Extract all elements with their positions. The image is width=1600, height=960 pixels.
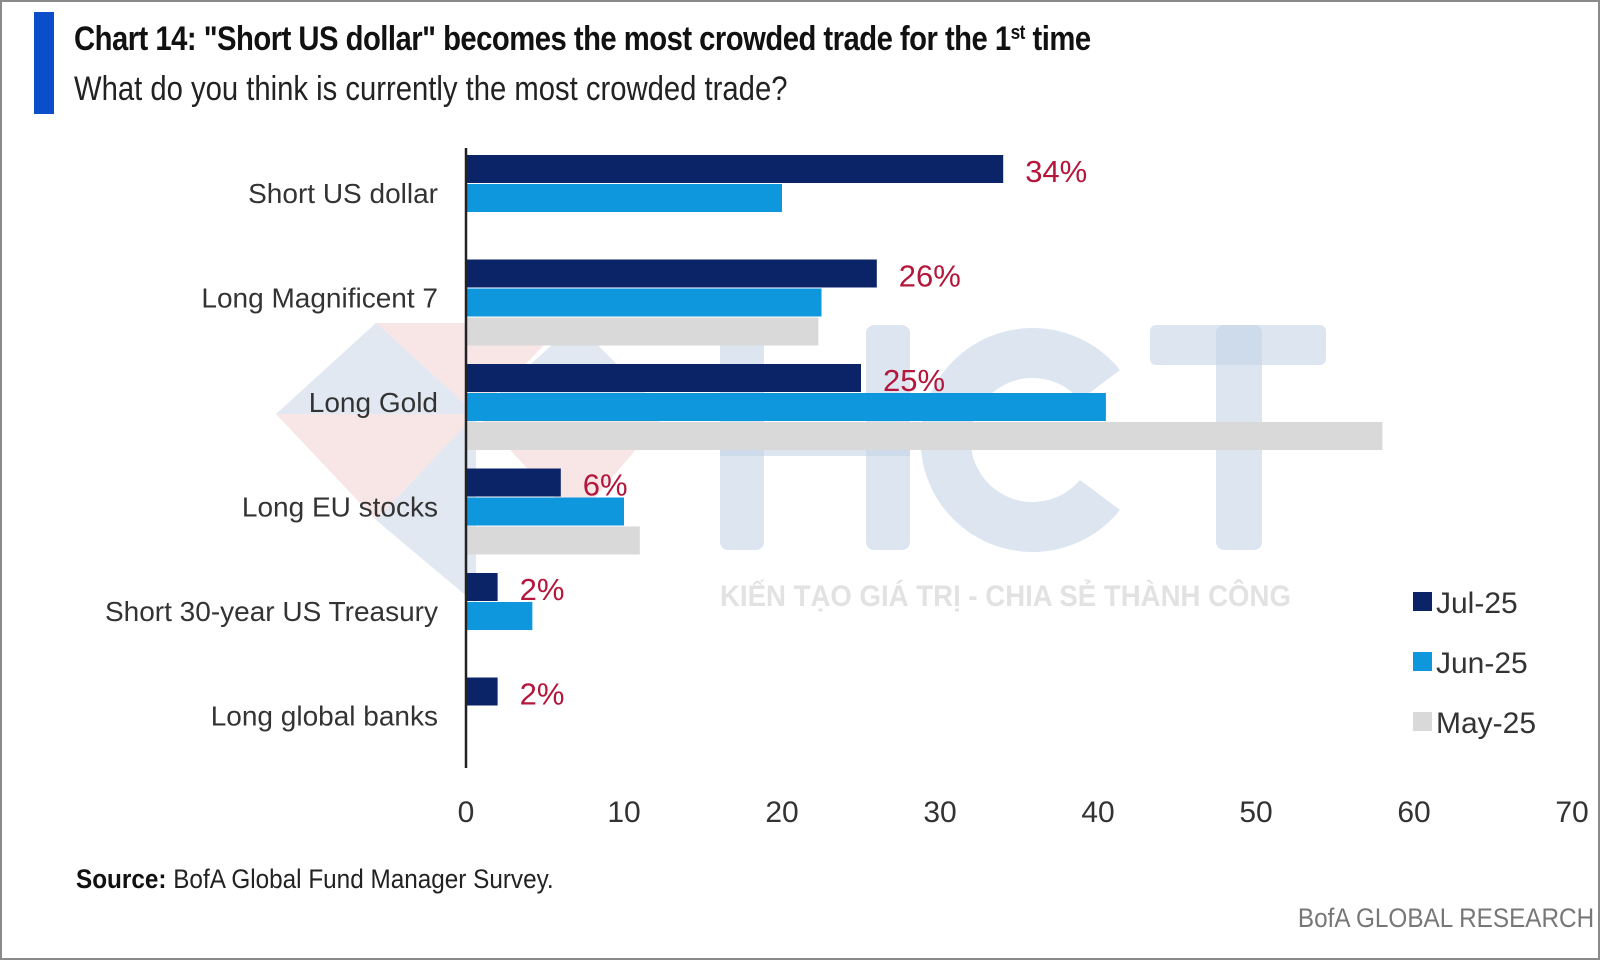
logo-triangle-blue-bottom bbox=[376, 414, 476, 604]
chart-title-superscript: st bbox=[1010, 22, 1026, 44]
x-tick-label: 0 bbox=[458, 796, 475, 829]
bar-jun-25 bbox=[466, 184, 782, 212]
bar-jul-25 bbox=[466, 155, 1004, 183]
bar-may-25 bbox=[466, 422, 1383, 450]
legend-label: Jun-25 bbox=[1436, 647, 1528, 680]
bar-may-25 bbox=[466, 317, 819, 346]
legend-label: Jul-25 bbox=[1436, 587, 1518, 620]
data-label: 34% bbox=[1025, 154, 1087, 189]
bar-jul-25 bbox=[466, 364, 861, 392]
x-tick-label: 10 bbox=[607, 796, 640, 829]
watermark-tagline: KIẾN TẠO GIÁ TRỊ - CHIA SẺ THÀNH CÔNG bbox=[720, 580, 1291, 613]
category-label: Short 30-year US Treasury bbox=[105, 596, 438, 627]
bar-jul-25 bbox=[466, 677, 498, 706]
bar-jun-25 bbox=[466, 288, 822, 317]
category-label: Long Magnificent 7 bbox=[201, 283, 438, 314]
legend-swatch-jun-25 bbox=[1413, 652, 1432, 671]
category-label: Long global banks bbox=[211, 701, 438, 732]
chart-title-text: Chart 14: "Short US dollar" becomes the … bbox=[74, 20, 1011, 58]
category-labels: Short US dollar Long Magnificent 7 Long Go… bbox=[105, 178, 438, 732]
data-label: 2% bbox=[520, 677, 565, 712]
bar-jun-25 bbox=[466, 497, 624, 526]
source-text: BofA Global Fund Manager Survey. bbox=[166, 864, 554, 894]
logo-triangle-blue-left bbox=[276, 323, 476, 414]
bar-jul-25 bbox=[466, 573, 498, 601]
source-note: Source: BofA Global Fund Manager Survey. bbox=[76, 864, 554, 895]
x-tick-label: 30 bbox=[923, 796, 956, 829]
category-label: Long EU stocks bbox=[242, 492, 438, 523]
bar-jul-25 bbox=[466, 259, 877, 288]
data-labels: 34% 26% 25% 6% 2% 2% bbox=[520, 154, 1088, 712]
x-tick-label: 70 bbox=[1555, 796, 1588, 829]
legend-swatch-may-25 bbox=[1413, 712, 1432, 731]
data-label: 6% bbox=[583, 468, 628, 503]
data-label: 2% bbox=[520, 572, 565, 607]
bars-layer bbox=[466, 155, 1383, 706]
category-label: Long Gold bbox=[309, 387, 438, 418]
chart-title: Chart 14: "Short US dollar" becomes the … bbox=[74, 20, 1091, 59]
watermark-logo bbox=[276, 323, 1326, 604]
bar-jun-25 bbox=[466, 393, 1106, 421]
legend-swatch-jul-25 bbox=[1413, 592, 1432, 611]
legend: Jul-25 Jun-25 May-25 bbox=[1413, 587, 1536, 740]
x-tick-label: 50 bbox=[1239, 796, 1272, 829]
logo-triangle-red-left bbox=[276, 414, 476, 520]
data-label: 26% bbox=[899, 259, 961, 294]
x-axis-ticks: 0 10 20 30 40 50 60 70 bbox=[458, 796, 1589, 829]
x-tick-label: 60 bbox=[1397, 796, 1430, 829]
brand-footer: BofA GLOBAL RESEARCH bbox=[1297, 903, 1594, 933]
chart-title-end: time bbox=[1024, 20, 1092, 58]
bar-jul-25 bbox=[466, 468, 561, 497]
x-tick-label: 40 bbox=[1081, 796, 1114, 829]
category-label: Short US dollar bbox=[248, 178, 438, 209]
chart-subtitle: What do you think is currently the most … bbox=[74, 70, 788, 108]
x-tick-label: 20 bbox=[765, 796, 798, 829]
source-label: Source: bbox=[76, 864, 167, 894]
title-accent-bar bbox=[34, 12, 54, 114]
logo-letter-c bbox=[920, 328, 1120, 552]
bar-jun-25 bbox=[466, 602, 533, 630]
bar-may-25 bbox=[466, 526, 640, 555]
data-label: 25% bbox=[883, 363, 945, 398]
legend-label: May-25 bbox=[1436, 707, 1536, 740]
